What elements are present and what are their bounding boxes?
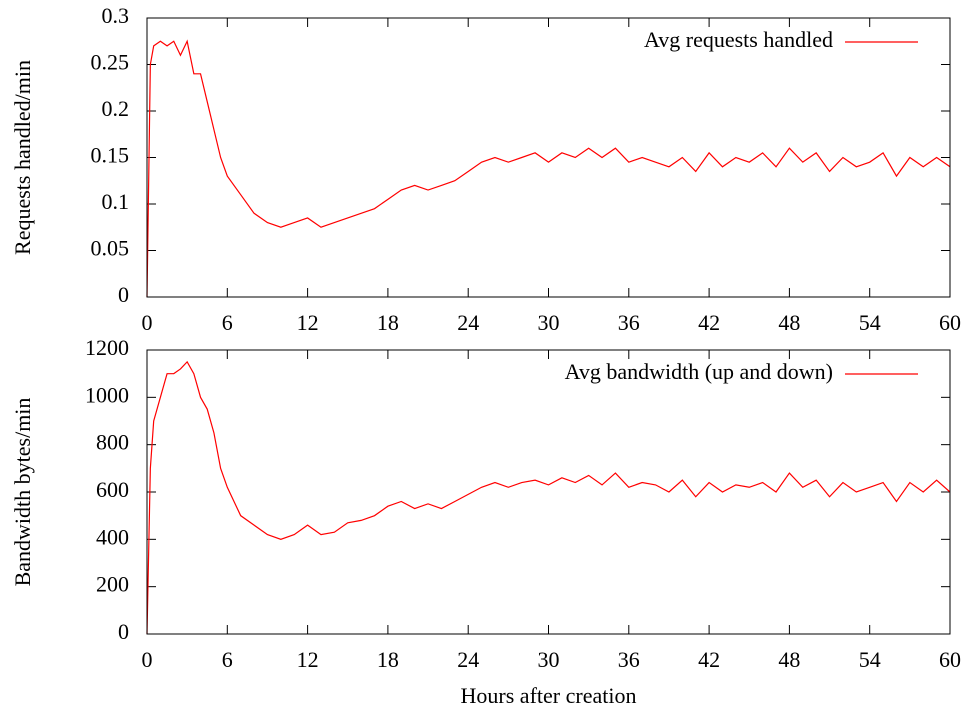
x-tick-label: 36 (618, 310, 640, 335)
y-tick-label: 200 (96, 572, 129, 597)
plot-frame (146, 17, 951, 298)
x-tick-label: 18 (377, 647, 399, 672)
y-tick-label: 0.1 (102, 189, 130, 214)
x-tick-label: 36 (618, 647, 640, 672)
x-tick-label: 18 (377, 310, 399, 335)
x-tick-label: 42 (698, 310, 720, 335)
y-tick-label: 400 (96, 524, 129, 549)
x-tick-label: 48 (778, 647, 800, 672)
y-tick-label: 1000 (85, 382, 129, 407)
y-tick-label: 0.25 (91, 50, 130, 75)
y-tick-label: 0.3 (102, 3, 130, 28)
x-tick-label: 60 (939, 310, 961, 335)
y-tick-label: 0 (118, 282, 129, 307)
x-tick-label: 6 (222, 647, 233, 672)
y-tick-label: 0.05 (91, 236, 130, 261)
x-tick-label: 54 (859, 310, 881, 335)
x-tick-label: 30 (538, 310, 560, 335)
y-tick-label: 0.2 (102, 96, 130, 121)
x-tick-label: 24 (457, 310, 479, 335)
x-tick-label: 42 (698, 647, 720, 672)
x-tick-label: 60 (939, 647, 961, 672)
y-axis-label: Requests handled/min (10, 60, 35, 255)
legend-label: Avg requests handled (644, 27, 833, 52)
x-tick-label: 6 (222, 310, 233, 335)
legend-label: Avg bandwidth (up and down) (565, 359, 833, 384)
x-tick-label: 48 (778, 310, 800, 335)
y-tick-label: 800 (96, 430, 129, 455)
x-tick-label: 54 (859, 647, 881, 672)
x-tick-label: 24 (457, 647, 479, 672)
y-axis-label: Bandwidth bytes/min (10, 398, 35, 587)
plot-frame (146, 349, 951, 635)
y-tick-label: 0 (118, 619, 129, 644)
y-tick-label: 0.15 (91, 143, 130, 168)
x-tick-label: 30 (538, 647, 560, 672)
y-tick-label: 1200 (85, 335, 129, 360)
data-line (146, 39, 951, 298)
y-tick-label: 600 (96, 477, 129, 502)
x-tick-label: 0 (142, 310, 153, 335)
data-line (146, 360, 951, 635)
x-tick-label: 0 (142, 647, 153, 672)
x-tick-label: 12 (297, 647, 319, 672)
x-axis-label: Hours after creation (461, 683, 637, 708)
x-tick-label: 12 (297, 310, 319, 335)
